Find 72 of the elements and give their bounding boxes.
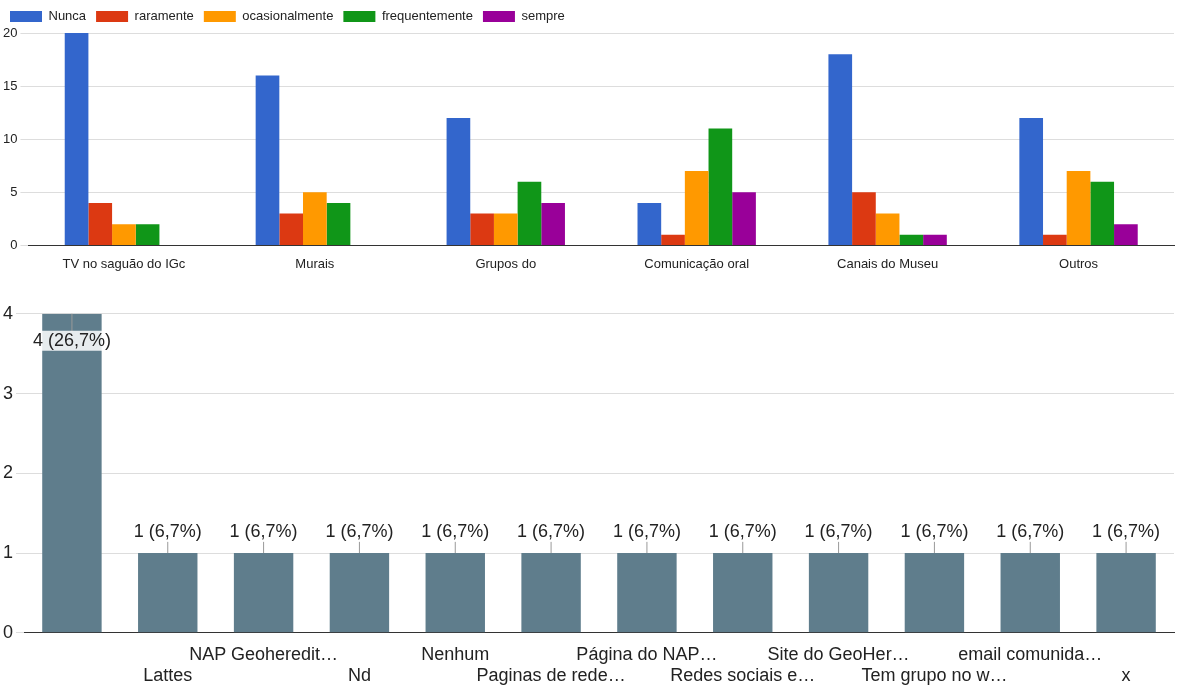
legend-label: sempre bbox=[521, 8, 565, 24]
legend-label: frequentemente bbox=[381, 8, 473, 24]
x-tick-label: Canais do Museu bbox=[837, 255, 939, 271]
legend-label: Nunca bbox=[48, 8, 87, 24]
bar bbox=[828, 54, 853, 245]
x-tick-label: Redes sociais e… bbox=[670, 665, 816, 686]
y-tick-label: 10 bbox=[2, 130, 18, 146]
bar bbox=[326, 202, 351, 245]
x-tick-label: Outros bbox=[1059, 255, 1099, 271]
bar bbox=[279, 213, 304, 245]
bar bbox=[684, 171, 709, 245]
bar bbox=[732, 192, 756, 245]
y-tick-label: 0 bbox=[10, 236, 18, 252]
data-label: 1 (6,7%) bbox=[325, 521, 394, 542]
y-tick-label: 15 bbox=[2, 77, 18, 93]
y-tick-label: 0 bbox=[3, 621, 14, 642]
bar bbox=[64, 33, 89, 245]
x-tick-label: Paginas de rede… bbox=[476, 665, 626, 686]
data-label: 1 (6,7%) bbox=[229, 521, 298, 542]
bar bbox=[1019, 117, 1044, 245]
bar bbox=[637, 202, 662, 245]
y-tick-label: 3 bbox=[3, 382, 14, 403]
bar bbox=[303, 192, 327, 245]
y-tick-label: 2 bbox=[3, 462, 14, 483]
x-tick-label: Site do GeoHer… bbox=[767, 643, 910, 664]
data-label: 4 (26,7%) bbox=[32, 329, 111, 350]
x-tick-label: Grupos do bbox=[475, 255, 537, 271]
bar bbox=[852, 192, 876, 245]
bar bbox=[112, 224, 136, 245]
x-tick-label: Lattes bbox=[143, 665, 193, 686]
bar bbox=[1114, 224, 1138, 245]
y-tick-label: 4 bbox=[3, 302, 14, 323]
bar bbox=[493, 213, 518, 245]
x-tick-label: TV no saguão do IGc bbox=[62, 255, 186, 271]
data-label: 1 (6,7%) bbox=[517, 521, 586, 542]
bar bbox=[470, 213, 494, 245]
legend-label: ocasionalmente bbox=[242, 8, 334, 24]
data-label: 1 (6,7%) bbox=[996, 521, 1065, 542]
data-label: 1 (6,7%) bbox=[421, 521, 490, 542]
bar bbox=[1090, 181, 1115, 245]
x-tick-label: Nd bbox=[347, 665, 371, 686]
bar bbox=[517, 181, 542, 245]
y-tick-label: 1 bbox=[3, 542, 14, 563]
bar bbox=[446, 117, 471, 245]
bar bbox=[135, 224, 160, 245]
bar bbox=[541, 202, 565, 245]
bar bbox=[88, 202, 113, 245]
y-tick-label: 5 bbox=[10, 183, 18, 199]
x-tick-label: Murais bbox=[295, 255, 335, 271]
y-tick-label: 20 bbox=[2, 24, 18, 40]
bar bbox=[899, 234, 924, 245]
x-tick-label: Tem grupo no w… bbox=[861, 665, 1008, 686]
x-tick-label: NAP Geoheredit… bbox=[189, 643, 338, 664]
data-label: 1 (6,7%) bbox=[804, 521, 873, 542]
x-tick-label: Nenhum bbox=[421, 643, 490, 664]
legend-label: raramente bbox=[134, 8, 194, 24]
bar bbox=[1043, 234, 1067, 245]
bar bbox=[661, 234, 685, 245]
data-label: 1 (6,7%) bbox=[1092, 521, 1161, 542]
data-label: 1 (6,7%) bbox=[708, 521, 777, 542]
x-tick-label: email comunida… bbox=[958, 643, 1103, 664]
bar bbox=[923, 234, 947, 245]
bar bbox=[1066, 171, 1091, 245]
bar bbox=[875, 213, 900, 245]
data-label: 1 (6,7%) bbox=[900, 521, 969, 542]
bar bbox=[708, 128, 733, 245]
data-label: 1 (6,7%) bbox=[133, 521, 202, 542]
x-tick-label: Página do NAP… bbox=[576, 643, 718, 664]
x-tick-label: Comunicação oral bbox=[644, 255, 750, 271]
data-label: 1 (6,7%) bbox=[612, 521, 681, 542]
bar bbox=[255, 75, 280, 245]
x-tick-label: x bbox=[1121, 665, 1131, 686]
